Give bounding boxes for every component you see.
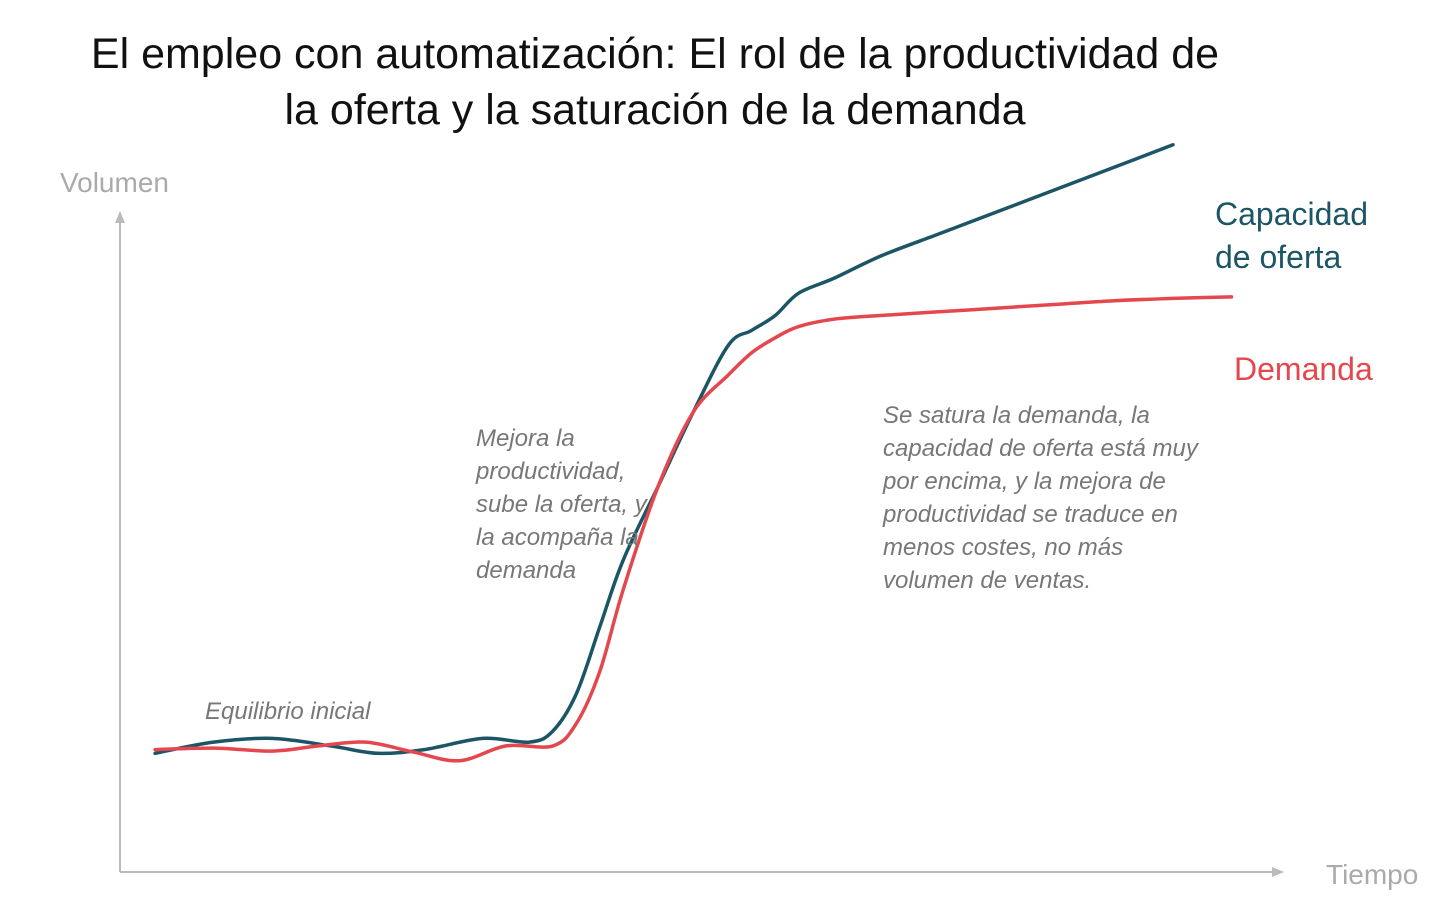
chart-title-line-2: la oferta y la saturación de la demanda xyxy=(284,86,1026,134)
annotation-equilibrio-line-1: Equilibrio inicial xyxy=(205,698,371,725)
series-label-capacidad-oferta-line-1: Capacidad xyxy=(1215,196,1368,232)
annotation-saturacion-line-2: capacidad de oferta está muy xyxy=(883,435,1200,462)
series-label-capacidad-oferta-line-2: de oferta xyxy=(1215,239,1342,275)
annotation-saturacion-line-3: por encima, y la mejora de xyxy=(882,468,1166,495)
annotation-mejora-line-4: la acompaña la xyxy=(476,524,639,551)
annotation-saturacion-line-6: volumen de ventas. xyxy=(883,567,1091,594)
y-axis-label: Volumen xyxy=(60,167,169,198)
series-line-demanda xyxy=(153,295,1234,763)
annotation-saturacion-line-5: menos costes, no más xyxy=(883,534,1123,561)
annotation-mejora-line-5: demanda xyxy=(476,557,576,584)
chart-title: El empleo con automatización: El rol de … xyxy=(0,26,1310,138)
annotation-mejora-line-1: Mejora la xyxy=(476,425,575,452)
label-layer: Capacidad de oferta Demanda Equilibrio inic… xyxy=(205,196,1373,725)
annotation-mejora-line-2: productividad, xyxy=(475,458,625,485)
annotation-mejora-line-3: sube la oferta, y xyxy=(476,491,649,518)
series-layer xyxy=(153,143,1234,763)
annotation-saturacion-line-1: Se satura la demanda, la xyxy=(883,402,1150,429)
annotation-saturacion-line-4: productividad se traduce en xyxy=(882,501,1178,528)
series-label-demanda-line-1: Demanda xyxy=(1234,351,1373,387)
chart-title-line-1: El empleo con automatización: El rol de … xyxy=(90,30,1220,78)
x-axis-label: Tiempo xyxy=(1326,859,1418,890)
